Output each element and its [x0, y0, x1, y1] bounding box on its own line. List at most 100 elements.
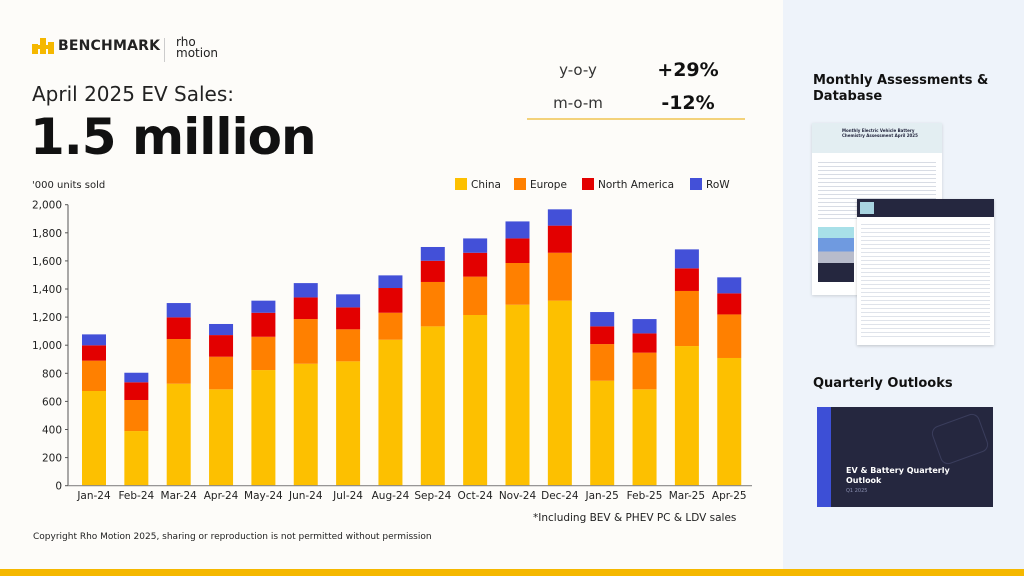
rho-motion-logo: rho motion: [176, 35, 219, 60]
bar-europe-May-24: [251, 336, 276, 371]
y-tick-label: 1,800: [32, 228, 62, 240]
x-tick-label: Aug-24: [372, 490, 410, 502]
bar-china-Aug-24: [378, 339, 403, 486]
bar-north-america-Jul-24: [336, 307, 361, 330]
bar-row-Aug-24: [378, 275, 403, 289]
bar-china-Apr-24: [209, 389, 234, 486]
bar-europe-Aug-24: [378, 312, 403, 340]
y-tick-label: 400: [42, 425, 62, 437]
bar-row-Apr-25: [717, 277, 742, 294]
rho-text: rho: [176, 35, 196, 49]
bar-europe-Oct-24: [463, 276, 488, 315]
x-tick-label: Dec-24: [541, 490, 579, 502]
ev-sales-chart: '000 units sold China Europe North America…: [32, 178, 752, 502]
x-tick-label: Jun-24: [288, 490, 323, 502]
yoy-value: +29%: [657, 59, 719, 81]
motion-text: motion: [176, 46, 219, 60]
bar-row-Feb-25: [632, 319, 657, 334]
x-tick-label: Mar-24: [161, 490, 198, 502]
bar-china-Mar-25: [674, 346, 699, 486]
bar-row-Jul-24: [336, 294, 361, 308]
y-tick-label: 2,000: [32, 200, 62, 212]
outlook-title: EV & Battery Quarterly Outlook: [846, 466, 950, 485]
x-tick-label: Sep-24: [414, 490, 451, 502]
bar-row-Feb-24: [124, 372, 149, 383]
bar-europe-Dec-24: [547, 252, 572, 301]
bar-north-america-Jun-24: [293, 297, 318, 320]
x-tick-label: Jan-25: [585, 490, 619, 502]
x-tick-label: Apr-24: [204, 490, 239, 502]
bar-row-Mar-25: [674, 249, 699, 269]
bar-row-May-24: [251, 300, 276, 313]
bar-china-Jul-24: [336, 361, 361, 486]
x-tick-label: Nov-24: [499, 490, 537, 502]
legend-swatch: [582, 178, 594, 190]
stats-divider: [527, 118, 745, 120]
page-subtitle: April 2025 EV Sales:: [32, 82, 234, 106]
bar-china-Jan-24: [82, 391, 106, 486]
y-tick-label: 800: [42, 368, 62, 380]
bar-china-Feb-24: [124, 431, 149, 486]
mom-label: m-o-m: [553, 94, 603, 112]
bar-row-Jan-24: [82, 334, 106, 346]
report-title: Monthly Electric Vehicle Battery Chemist…: [812, 123, 942, 153]
bar-europe-Jul-24: [336, 329, 361, 362]
legend-label: North America: [598, 179, 674, 191]
bar-europe-Jan-24: [82, 360, 106, 392]
bar-row-Jan-25: [590, 312, 615, 327]
bar-europe-Sep-24: [420, 281, 445, 327]
bar-north-america-Sep-24: [420, 260, 445, 282]
quarterly-outlooks-heading: Quarterly Outlooks: [813, 376, 953, 391]
x-tick-label: Oct-24: [457, 490, 493, 502]
bar-china-Oct-24: [463, 314, 488, 486]
x-tick-label: Feb-25: [627, 490, 663, 502]
y-tick-label: 600: [42, 396, 62, 408]
legend-label: China: [471, 179, 501, 191]
bar-china-Mar-24: [166, 383, 191, 486]
benchmark-logo-icon: [32, 38, 54, 54]
bar-china-Jun-24: [293, 363, 318, 486]
y-tick-label: 1,000: [32, 340, 62, 352]
bar-row-Jun-24: [293, 283, 318, 298]
x-tick-label: Feb-24: [118, 490, 154, 502]
report-area-chart: [818, 227, 854, 282]
y-tick-label: 200: [42, 453, 62, 465]
outlook-subtitle: Q1 2025: [846, 488, 868, 494]
bar-north-america-Oct-24: [463, 252, 488, 277]
bar-north-america-Apr-25: [717, 293, 742, 315]
copyright: Copyright Rho Motion 2025, sharing or re…: [33, 532, 432, 542]
benchmark-logo-text: BENCHMARK: [58, 38, 161, 54]
bar-north-america-Feb-25: [632, 333, 657, 353]
y-tick-label: 1,600: [32, 256, 62, 268]
bar-china-Feb-25: [632, 389, 657, 486]
y-axis-label: '000 units sold: [32, 180, 105, 191]
bar-europe-Mar-24: [166, 339, 191, 384]
logo-divider: [164, 38, 165, 62]
monthly-assessments-heading: Monthly Assessments & Database: [813, 73, 989, 104]
bar-europe-Jun-24: [293, 319, 318, 364]
headline-value: 1.5 million: [30, 108, 317, 166]
y-tick-label: 1,400: [32, 284, 62, 296]
bar-north-america-Aug-24: [378, 288, 403, 313]
legend-swatch: [514, 178, 526, 190]
bar-north-america-Mar-24: [166, 317, 191, 340]
bar-north-america-Jan-25: [590, 326, 615, 345]
bar-china-Apr-25: [717, 357, 742, 486]
bar-north-america-Feb-24: [124, 382, 149, 400]
x-tick-label: Jan-24: [76, 490, 111, 502]
quarterly-outlook-thumbnail[interactable]: EV & Battery Quarterly Outlook Q1 2025: [817, 407, 993, 507]
bar-china-Nov-24: [505, 304, 530, 486]
bar-europe-Apr-25: [717, 314, 742, 358]
x-tick-label: May-24: [244, 490, 283, 502]
x-tick-label: Mar-25: [669, 490, 705, 502]
bar-north-america-Dec-24: [547, 225, 572, 253]
bar-row-Sep-24: [420, 246, 445, 261]
bar-europe-Feb-24: [124, 399, 149, 432]
bar-china-Dec-24: [547, 300, 572, 486]
mom-value: -12%: [661, 92, 715, 114]
bar-row-Dec-24: [547, 209, 572, 226]
database-thumbnail[interactable]: [857, 199, 994, 345]
bar-europe-Mar-25: [674, 290, 699, 347]
database-table-lines: [861, 221, 990, 339]
footer-stripe: [0, 569, 1024, 576]
